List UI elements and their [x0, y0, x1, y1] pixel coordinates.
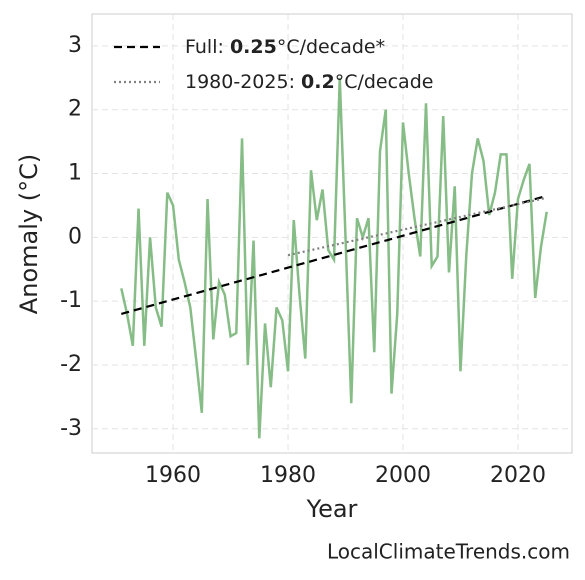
- y-tick-label: -1: [60, 288, 82, 313]
- y-tick-label: -3: [60, 416, 82, 441]
- legend-label: Full: 0.25°C/decade*: [185, 36, 385, 58]
- x-axis-label: Year: [306, 495, 358, 523]
- y-tick-label: 0: [68, 224, 82, 249]
- x-tick-label: 1960: [145, 463, 201, 488]
- y-tick-label: 1: [68, 161, 82, 186]
- x-tick-label: 2000: [375, 463, 431, 488]
- y-tick-label: 2: [68, 97, 82, 122]
- line-series: [121, 194, 548, 315]
- plot-frame: [91, 13, 573, 454]
- y-axis-label: Anomaly (°C): [15, 154, 43, 314]
- legend-label: 1980-2025: 0.2°C/decade: [185, 71, 433, 93]
- x-tick-label: 2020: [490, 463, 546, 488]
- y-tick-label: 3: [68, 33, 82, 58]
- footer: LocalClimateTrends.com: [327, 540, 570, 564]
- y-tick-label: -2: [60, 352, 82, 377]
- x-tick-label: 1980: [260, 463, 316, 488]
- line-series: [287, 196, 547, 257]
- line-series: [120, 77, 548, 439]
